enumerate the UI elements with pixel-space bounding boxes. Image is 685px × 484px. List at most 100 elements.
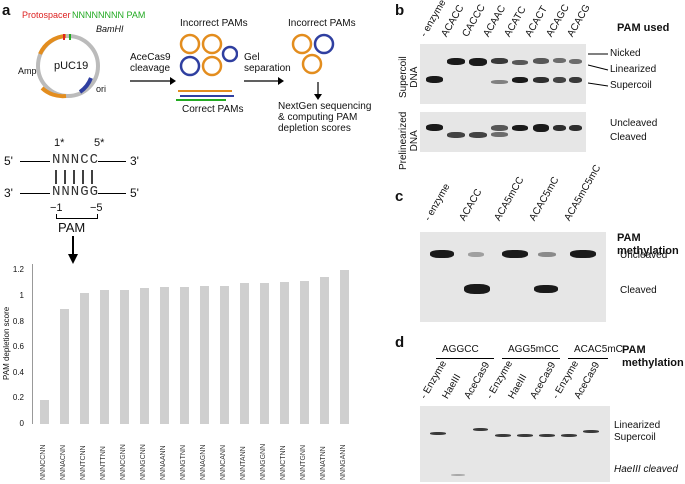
supercoil-label-d: Supercoil: [614, 432, 656, 443]
seq-pos-5: 5*: [94, 137, 105, 149]
x-tick-label: NNNGCNN: [140, 444, 147, 480]
incorrect-pams-label-2: Incorrect PAMs: [288, 18, 356, 29]
x-tick-label: NNNAGNN: [200, 444, 207, 480]
chart-area: [32, 264, 362, 424]
cleaved-label-c: Cleaved: [620, 285, 657, 296]
bar-NNNCANN: [220, 285, 229, 424]
ori-label: ori: [96, 84, 107, 94]
panel-d-group-label: AGG5mCC: [508, 344, 559, 355]
strand-line-top-left: [20, 161, 50, 162]
panel-c-lane-label: - enzyme: [422, 181, 453, 223]
x-tick-label: NNNTTNN: [100, 446, 107, 480]
seq-pos-minus1: −1: [50, 202, 63, 214]
prime-3-bottom: 3': [4, 186, 13, 200]
x-tick-label: NNNAANN: [160, 445, 167, 480]
y-tick-label: 0: [19, 419, 24, 428]
bar-NNNAGNN: [200, 285, 209, 424]
bar-NNNATNN: [320, 276, 329, 424]
bar-NNNTCNN: [80, 293, 89, 424]
base-pair-lines: [55, 170, 93, 184]
panel-d-group-line: [502, 358, 560, 359]
panel-b-title: PAM used: [617, 22, 670, 34]
cleaved-plasmids-icon: [179, 33, 238, 77]
seq-pos-1: 1*: [54, 137, 65, 149]
y-tick-label: 0.6: [12, 342, 24, 352]
cleaved-label-b: Cleaved: [610, 132, 647, 143]
prime-5-top: 5': [4, 154, 13, 168]
y-tick-label: 0.8: [12, 316, 24, 326]
gel-b-supercoil: [420, 44, 586, 104]
seq-top: NNNCC: [52, 152, 100, 168]
arrow-right-icon: [130, 77, 176, 85]
pam-text: PAM: [58, 220, 86, 235]
haeiii-cleaved-label: HaeIII cleaved: [614, 464, 678, 475]
uncleaved-label-c: Uncleaved: [620, 250, 668, 261]
bar-NNNGANN: [340, 270, 349, 424]
strand-line-bottom-right: [98, 193, 126, 194]
bar-NNNGTNN: [180, 287, 189, 424]
panel-a-letter: a: [2, 2, 11, 19]
panel-d-group-label: AGGCC: [442, 344, 479, 355]
seq-pos-minus5: −5: [90, 202, 103, 214]
bar-NNNCCNN: [40, 399, 49, 424]
panel-b-row2-label: Prelinearized DNA: [398, 111, 420, 170]
ngs-label: NextGen sequencing & computing PAM deple…: [278, 101, 372, 134]
band-indicator-lines: [588, 53, 609, 87]
nicked-label: Nicked: [610, 48, 641, 59]
panel-d-lane-label: HaeIII: [506, 372, 530, 401]
panel-c-lane-label: ACAC5mC: [527, 175, 562, 223]
bar-NNNCTNN: [280, 281, 289, 424]
x-tick-label: NNNCGNN: [120, 444, 127, 480]
bamhi-label: BamHI: [96, 24, 124, 34]
y-tick-label: 0.2: [12, 393, 24, 403]
bar-NNNTGNN: [300, 280, 309, 424]
prime-3-top: 3': [130, 154, 139, 168]
panel-c-letter: c: [395, 188, 404, 205]
x-tick-label: NNNTCNN: [80, 445, 87, 480]
x-ticks: NNNCCNN NNNACNN NNNTCNN NNNTTNN NNNCGNN NNNGC…: [32, 430, 362, 484]
supercoil-label-b: Supercoil: [610, 80, 652, 91]
panel-b-row1-label: Supercoil DNA: [398, 56, 420, 98]
pam-label: NNNNNNNN PAM: [72, 10, 146, 20]
linearized-label-d: Linearized: [614, 420, 661, 431]
x-tick-label: NNNATNN: [320, 446, 327, 480]
x-tick-label: NNNGGNN: [260, 443, 267, 480]
panel-c-title: PAM methylation: [617, 232, 679, 257]
pam-bracket: [56, 214, 98, 219]
bar-NNNCGNN: [120, 289, 129, 424]
x-tick-label: NNNCTNN: [280, 445, 287, 480]
gel-d: [420, 406, 610, 482]
plasmid-name: pUC19: [54, 60, 89, 72]
gel-c: [420, 232, 606, 322]
bar-NNNGCNN: [140, 288, 149, 424]
panel-d-group-line: [436, 358, 494, 359]
x-tick-label: NNNCANN: [220, 445, 227, 480]
step1-label: AceCas9 cleavage: [130, 52, 171, 74]
panel-d-lane-label: HaeIII: [440, 372, 464, 401]
uncut-plasmids-icon: [291, 33, 335, 75]
x-tick-label: NNNGANN: [340, 444, 347, 480]
bar-NNNACNN: [60, 308, 69, 424]
uncleaved-label-b: Uncleaved: [610, 118, 658, 129]
prime-5-bottom: 5': [130, 186, 139, 200]
panel-d-group-label: ACAC5mC: [574, 344, 623, 355]
panel-d-letter: d: [395, 334, 405, 351]
panel-d-title: PAM methylation: [622, 344, 684, 369]
x-tick-label: NNNTANN: [240, 446, 247, 480]
bar-NNNTTNN: [100, 289, 109, 424]
panel-c-lane-label: ACA5mC5mC: [562, 163, 604, 223]
amp-label: Amp: [18, 66, 37, 76]
panel-d-group-line: [568, 358, 608, 359]
y-ticks: 0 0.2 0.4 0.6 0.8 1 1.2: [4, 264, 30, 428]
x-tick-label: NNNTGNN: [300, 445, 307, 480]
panel-c-lane-label: ACA5mCC: [492, 175, 527, 223]
y-tick-label: 0.4: [12, 367, 24, 377]
strand-line-top-right: [98, 161, 126, 162]
plasmid-diagram: [36, 34, 100, 99]
bar-NNNAANN: [160, 287, 169, 424]
linear-dna-icon: [176, 90, 234, 101]
linearized-label-b: Linearized: [610, 64, 657, 75]
y-tick-label: 1: [19, 291, 24, 300]
x-tick-label: NNNCCNN: [40, 444, 47, 480]
arrow-down-icon: [68, 236, 78, 264]
